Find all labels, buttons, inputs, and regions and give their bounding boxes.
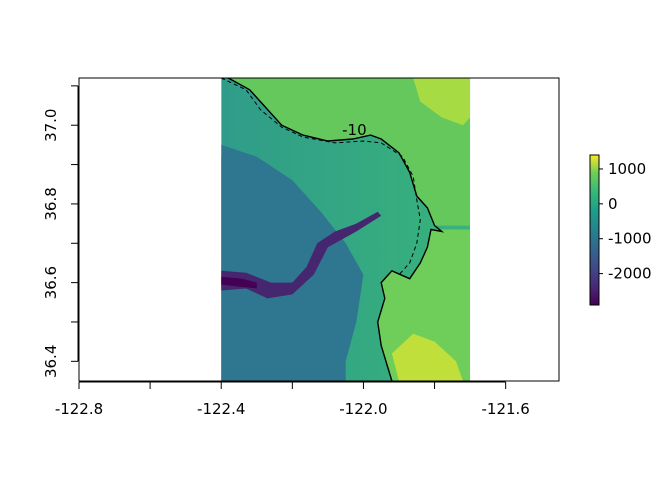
legend-tick-label: -1000 <box>608 230 652 248</box>
contour-line <box>220 77 421 276</box>
x-tick-label: -122.8 <box>55 400 103 418</box>
y-tick-label: 37.0 <box>42 109 60 142</box>
color-legend: 1000 0 -1000 -2000 <box>589 154 652 306</box>
raster-land-north <box>228 78 471 226</box>
y-tick-label: 36.4 <box>42 345 60 378</box>
raster-mid-depth <box>221 144 364 381</box>
plot-frame <box>78 77 560 382</box>
legend-color-bar <box>589 154 600 306</box>
x-tick-label: -122.0 <box>339 400 387 418</box>
elevation-raster <box>221 78 471 381</box>
legend-tick-label: 1000 <box>608 160 646 178</box>
x-axis: -122.8 -122.4 -122.0 -121.6 <box>55 381 530 418</box>
y-axis: 36.4 36.6 36.8 37.0 <box>42 85 79 378</box>
raster-land-south-peak <box>391 333 463 381</box>
raster-canyon-core <box>221 276 257 289</box>
raster-submarine-canyon <box>221 211 382 299</box>
x-tick-label: -121.6 <box>481 400 529 418</box>
y-tick-label: 36.6 <box>42 266 60 299</box>
y-tick-label: 36.8 <box>42 187 60 220</box>
raster-land-south <box>377 229 471 381</box>
coastline <box>227 77 445 382</box>
raster-land-north-peak <box>413 78 471 126</box>
legend-tick-label: 0 <box>608 195 618 213</box>
contour-label: -10 <box>342 121 367 139</box>
legend-tick-label: -2000 <box>608 265 652 283</box>
legend-ticks: 1000 0 -1000 -2000 <box>599 160 652 283</box>
x-tick-label: -122.4 <box>197 400 245 418</box>
